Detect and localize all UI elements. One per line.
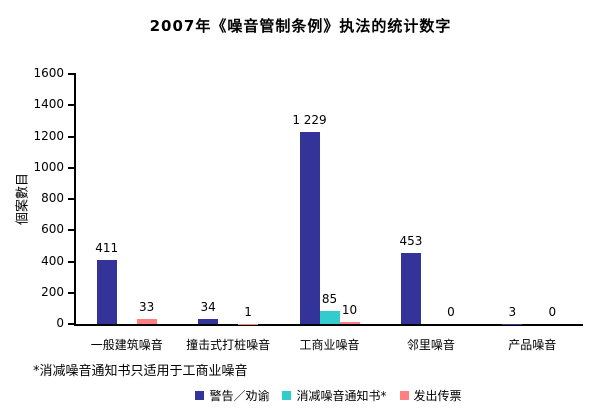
y-axis-tick-label: 1600	[33, 66, 64, 80]
y-axis-tick-label: 600	[41, 222, 64, 237]
y-axis-tick-label: 0	[56, 316, 64, 330]
y-axis-tick-label: 1400	[33, 97, 64, 112]
bar-value-label: 33	[139, 299, 155, 314]
y-axis-tick-label: 400	[41, 253, 64, 268]
y-axis-tick	[68, 135, 76, 138]
y-axis-tick-label: 800	[41, 191, 64, 205]
bar-value-label: 85	[321, 291, 338, 306]
y-axis-tick-label: 200	[41, 284, 64, 299]
bar-value-label: 453	[399, 234, 423, 249]
x-category-label: 工商业噪音	[299, 338, 360, 352]
y-axis-tick-label: 1200	[33, 128, 64, 143]
bar-value-label: 0	[548, 305, 557, 319]
legend-swatch-warning-icon	[195, 391, 205, 400]
y-axis-tick	[68, 104, 76, 107]
legend-item-abatement-notice: 消减噪音通知书*	[282, 387, 387, 404]
legend-label-warning: 警告／劝谕	[209, 389, 270, 403]
bar-warning	[96, 259, 117, 324]
bar-value-label: 1 229	[292, 112, 327, 127]
y-axis-tick	[68, 323, 76, 325]
legend-label-summons: 发出传票	[413, 389, 462, 403]
bar-warning	[400, 253, 421, 324]
x-category-label: 撞击式打桩噪音	[186, 338, 271, 352]
y-axis-tick	[68, 291, 76, 294]
bar-warning	[198, 318, 219, 324]
y-axis-tick	[68, 198, 76, 200]
y-axis-tick	[68, 166, 76, 169]
legend: 警告／劝谕 消减噪音通知书* 发出传票	[74, 387, 583, 404]
bar-abatement-notice	[319, 310, 340, 324]
footnote: *消减噪音通知书只适用于工商业噪音	[33, 364, 248, 379]
x-category-label: 一般建筑噪音	[90, 338, 163, 352]
y-axis-tick-label: 1000	[33, 159, 64, 174]
bar-summons	[136, 318, 157, 324]
y-axis-tick	[68, 229, 76, 232]
bar-value-label: 411	[95, 240, 119, 255]
bar-value-label: 10	[341, 303, 358, 318]
y-axis-tick	[68, 260, 76, 263]
chart-title: 2007年《噪音管制条例》执法的统计数字	[149, 17, 452, 35]
bar-warning	[299, 131, 320, 324]
x-category-label: 邻里噪音	[406, 338, 455, 352]
legend-item-summons: 发出传票	[399, 387, 462, 404]
bar-value-label: 1	[244, 304, 252, 319]
plot-area: 0 200 400 600 800 1000 1200 1400 1600 一般建筑噪音 411 33…	[33, 66, 583, 352]
legend-item-warning: 警告／劝谕	[195, 387, 269, 404]
bar-value-label: 0	[447, 305, 455, 319]
legend-swatch-abatement-notice-icon	[282, 391, 292, 400]
legend-label-abatement-notice: 消减噪音通知书*	[296, 389, 387, 403]
x-category-label: 产品噪音	[508, 338, 557, 352]
y-axis-tick	[68, 73, 76, 75]
bar-value-label: 34	[200, 299, 216, 314]
bar-summons	[339, 322, 360, 324]
legend-swatch-summons-icon	[399, 391, 409, 400]
bar-value-label: 3	[508, 304, 517, 319]
